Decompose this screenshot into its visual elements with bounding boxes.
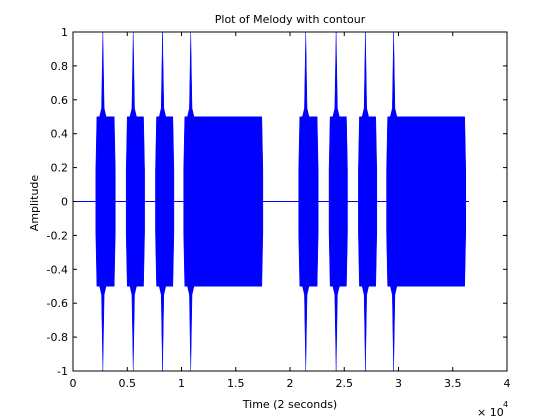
y-tick-label: 0.6 bbox=[51, 94, 69, 107]
y-tick-label: -0.8 bbox=[47, 331, 68, 344]
y-tick-label: 0.8 bbox=[51, 60, 69, 73]
y-tick-label: 0 bbox=[61, 196, 68, 209]
x-tick-label: 3.5 bbox=[444, 377, 462, 390]
y-tick-label: 1 bbox=[61, 26, 68, 39]
x-tick-label: 4 bbox=[504, 377, 511, 390]
x-axis-label: Time (2 seconds) bbox=[242, 398, 337, 411]
y-tick-label: -0.6 bbox=[47, 297, 68, 310]
x-tick-label: 1.5 bbox=[227, 377, 245, 390]
x-tick-label: 1 bbox=[178, 377, 185, 390]
y-tick-label: 0.4 bbox=[51, 128, 69, 141]
y-tick-label: 0.2 bbox=[51, 162, 69, 175]
y-tick-label: -0.4 bbox=[47, 263, 68, 276]
y-axis-label: Amplitude bbox=[28, 175, 41, 232]
y-tick-label: -0.2 bbox=[47, 229, 68, 242]
x-scale-factor: × 10 bbox=[477, 406, 504, 419]
x-scale-exponent: 4 bbox=[503, 400, 508, 409]
x-tick-label: 2 bbox=[287, 377, 294, 390]
x-tick-label: 2.5 bbox=[336, 377, 354, 390]
chart-title: Plot of Melody with contour bbox=[215, 13, 366, 26]
x-tick-label: 0.5 bbox=[119, 377, 137, 390]
x-tick-label: 3 bbox=[395, 377, 402, 390]
y-tick-label: -1 bbox=[57, 365, 68, 378]
x-tick-label: 0 bbox=[70, 377, 77, 390]
